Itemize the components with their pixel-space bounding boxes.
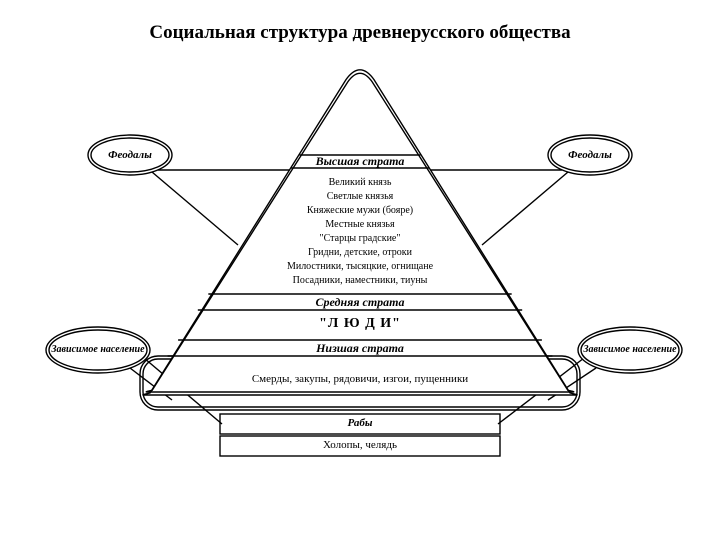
dependent-right-label: Зависимое население [578,327,682,373]
slaves-list: Холопы, челядь [220,439,500,452]
top-stratum-list: Великий князь Светлые князья Княжеские м… [0,176,720,288]
feudals-right-label: Феодалы [548,135,632,175]
feudals-left-label: Феодалы [88,135,172,175]
middle-stratum-label: Средняя страта [0,295,720,309]
low-stratum-list: Смерды, закупы, рядовичи, изгои, пущенни… [0,373,720,386]
slaves-label: Рабы [220,417,500,430]
dependent-left-label: Зависимое население [46,327,150,373]
diagram-stage: Социальная структура древнерусского обще… [0,0,720,540]
